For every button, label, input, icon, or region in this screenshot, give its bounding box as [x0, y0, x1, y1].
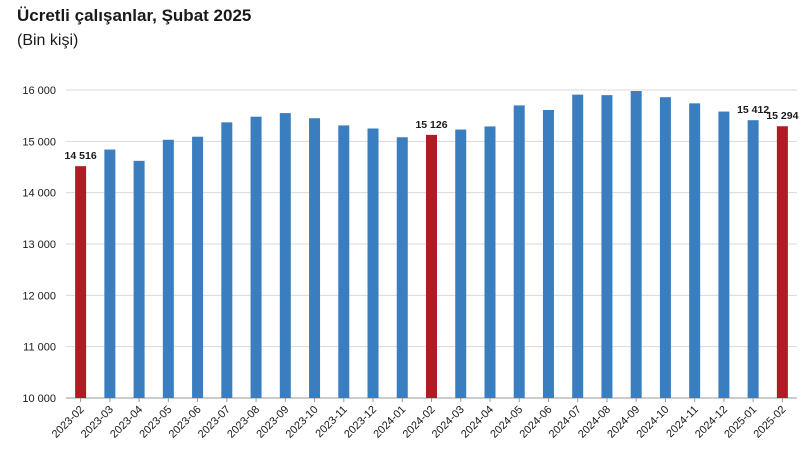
bar-2024-11 — [689, 103, 701, 398]
bar-2024-06 — [542, 110, 554, 399]
bar-2023-03 — [104, 149, 116, 398]
data-label-2025-02: 15 294 — [766, 110, 798, 122]
data-label-2025-01: 15 412 — [737, 104, 769, 116]
bar-2024-07 — [572, 94, 584, 399]
y-tick-label: 11 000 — [23, 342, 56, 354]
data-label-2024-02: 15 126 — [415, 119, 447, 131]
bar-2024-03 — [455, 129, 467, 398]
bar-2023-08 — [250, 116, 262, 399]
bar-2023-11 — [338, 125, 350, 399]
bar-2024-09 — [630, 91, 642, 398]
bar-2023-12 — [367, 128, 379, 398]
y-tick-label: 15 000 — [22, 136, 56, 148]
bar-2024-08 — [601, 95, 613, 398]
y-tick-label: 14 000 — [22, 188, 56, 200]
bar-2023-09 — [279, 113, 291, 398]
bar-2023-07 — [221, 122, 233, 398]
x-tick-label: 2025-02 — [751, 404, 788, 441]
bar-2024-05 — [513, 105, 525, 399]
data-label-2023-02: 14 516 — [65, 150, 97, 162]
bar-2023-10 — [309, 118, 321, 398]
bar-2025-01 — [747, 120, 759, 399]
bar-2024-02 — [426, 134, 437, 398]
chart-title: Ücretli çalışanlar, Şubat 2025 — [17, 6, 252, 25]
x-tick-label: 2024-10 — [635, 404, 672, 441]
bar-2024-01 — [396, 137, 408, 398]
bar-2024-04 — [484, 126, 496, 399]
bar-2024-12 — [718, 111, 730, 398]
y-tick-label: 10 000 — [22, 393, 56, 405]
bar-2023-05 — [162, 139, 174, 398]
bar-2023-06 — [192, 136, 204, 399]
y-tick-label: 12 000 — [22, 290, 56, 302]
bar-2023-04 — [133, 160, 145, 398]
bar-2025-02 — [776, 126, 788, 398]
chart-subtitle: (Bin kişi) — [17, 32, 79, 49]
bar-2024-10 — [659, 97, 671, 398]
y-tick-label: 13 000 — [22, 239, 56, 251]
y-tick-label: 16 000 — [22, 85, 56, 97]
x-tick-label: 2023-10 — [284, 404, 321, 441]
bar-2023-02 — [75, 166, 87, 398]
